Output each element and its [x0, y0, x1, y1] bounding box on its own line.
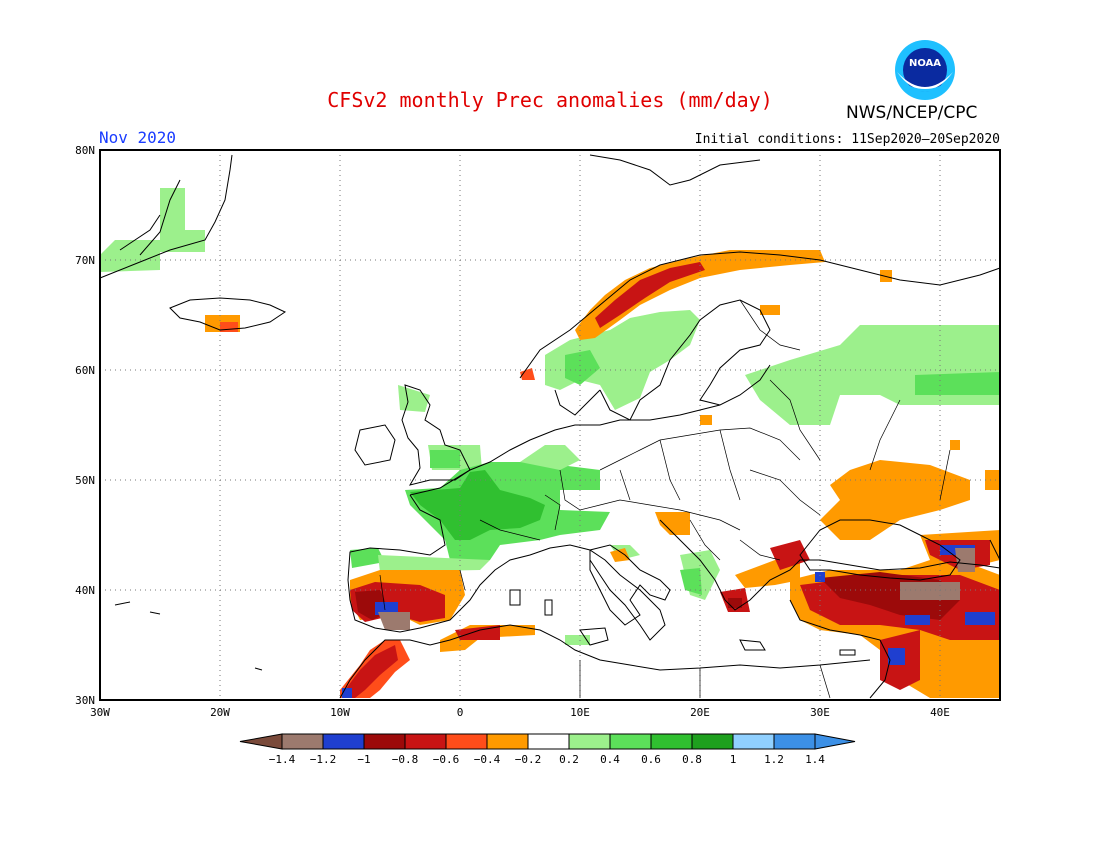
legend-swatch [609, 733, 652, 750]
lat-label: 30N [75, 694, 95, 707]
lon-axis: 30W 20W 10W 0 10E 20E 30E 40E [90, 706, 950, 719]
lat-axis: 80N 70N 60N 50N 40N 30N [75, 144, 95, 707]
lon-label: 20W [210, 706, 230, 719]
legend-swatch [732, 733, 775, 750]
legend-tick-label: −0.8 [392, 753, 419, 766]
legend-tick-label: −1.2 [310, 753, 337, 766]
legend-arrow-low [239, 733, 283, 750]
legend-swatch [527, 733, 570, 750]
legend-swatch [568, 733, 611, 750]
lat-label: 80N [75, 144, 95, 157]
color-legend: −1.4 −1.2 −1 −0.8 −0.6 −0.4 −0.2 0.2 0.4 0.6 0.8 1 1… [239, 733, 856, 766]
legend-tick-label: −0.2 [515, 753, 542, 766]
legend-swatch [773, 733, 816, 750]
country-borders [379, 299, 951, 699]
legend-swatch [486, 733, 529, 750]
legend-swatch [404, 733, 447, 750]
legend-tick-label: −1 [357, 753, 370, 766]
lon-label: 30W [90, 706, 110, 719]
forecast-month: Nov 2020 [99, 128, 177, 147]
map-border [99, 149, 1001, 701]
noaa-logo: NOAA [895, 40, 955, 100]
noaa-logo-text: NOAA [909, 58, 941, 69]
legend-tick-label: −0.6 [433, 753, 460, 766]
lat-label: 50N [75, 474, 95, 487]
lon-label: 30E [810, 706, 830, 719]
lon-label: 10W [330, 706, 350, 719]
legend-tick-label: 0.6 [641, 753, 661, 766]
legend-tick-label: 0.4 [600, 753, 620, 766]
lon-label: 40E [930, 706, 950, 719]
legend-swatch [445, 733, 488, 750]
legend-swatch [363, 733, 406, 750]
lon-label: 20E [690, 706, 710, 719]
legend-tick-label: 1 [730, 753, 737, 766]
lat-label: 70N [75, 254, 95, 267]
anomaly-shading [100, 188, 1000, 698]
legend-arrow-high [814, 733, 856, 750]
legend-tick-label: −1.4 [269, 753, 296, 766]
legend-tick-label: 0.8 [682, 753, 702, 766]
legend-swatch [322, 733, 365, 750]
lon-label: 0 [457, 706, 464, 719]
legend-swatch [691, 733, 734, 750]
legend-swatch [281, 733, 324, 750]
legend-tick-label: 1.4 [805, 753, 825, 766]
lon-label: 10E [570, 706, 590, 719]
agency-label: NWS/NCEP/CPC [846, 103, 978, 123]
lat-label: 40N [75, 584, 95, 597]
coastlines [99, 154, 1001, 699]
legend-tick-label: −0.4 [474, 753, 501, 766]
lat-label: 60N [75, 364, 95, 377]
initial-conditions: Initial conditions: 11Sep2020—20Sep2020 [694, 132, 1000, 147]
map-title: CFSv2 monthly Prec anomalies (mm/day) [327, 88, 773, 112]
map-frame: 80N 70N 60N 50N 40N 30N 30W 20W 10W 0 10… [75, 144, 1001, 719]
legend-swatch [650, 733, 693, 750]
legend-tick-label: 1.2 [764, 753, 784, 766]
legend-tick-label: 0.2 [559, 753, 579, 766]
